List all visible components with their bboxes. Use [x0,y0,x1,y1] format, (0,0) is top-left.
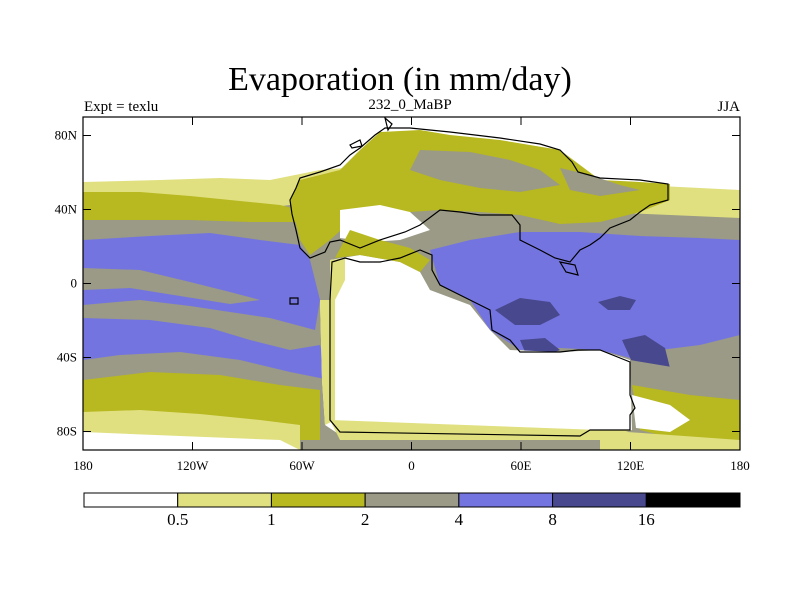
field-pangaea-south-coast [330,420,632,440]
colorbar: 0.5 1 2 4 8 16 [83,492,741,529]
map-fields [83,117,740,450]
field-tethys-max-1 [495,298,560,325]
field-north-east-interior [560,168,640,196]
x-tick-label: 180 [73,458,93,473]
field-north-interior [410,150,560,192]
colorbar-swatch [177,492,272,508]
colorbar-label: 16 [638,510,655,529]
coast-pangaea-north [289,127,669,263]
field-tethys-max-2 [598,296,636,310]
colorbar-swatch [270,492,366,508]
chart-title: Evaporation (in mm/day) [228,61,572,98]
colorbar-label: 0.5 [167,510,188,529]
y-tick-label: 80N [55,128,78,143]
field-tropical-west-gap [83,268,260,304]
field-east-south-low [632,395,690,432]
field-tethys-ocean [430,232,740,358]
coast-island-4 [289,297,299,305]
field-pangaea-north [290,130,670,255]
experiment-label: Expt = texlu [84,99,159,115]
field-southern-west [83,318,330,380]
x-tick-label: 60E [511,458,532,473]
colorbar-swatch [552,492,647,508]
axis-ticks: 180 120W 60W 0 60E 120E 180 80N 40N 0 40S 80S [55,117,750,473]
x-tick-label: 120E [617,458,645,473]
field-antarctic-low [83,432,300,450]
field-north-desert [340,205,430,242]
x-tick-label: 180 [730,458,750,473]
y-tick-label: 40S [57,350,77,365]
colorbar-label: 8 [548,510,557,529]
coastlines [289,117,669,437]
colorbar-swatch [458,492,554,508]
colorbar-label: 4 [455,510,464,529]
field-tethys-west [335,230,430,272]
colorbar-label: 1 [267,510,276,529]
coast-island-3 [558,261,579,276]
field-pangaea-south [320,255,632,440]
y-tick-label: 40N [55,202,78,217]
time-period-label: 232_0_MaBP [368,97,452,113]
colorbar-label: 2 [361,510,370,529]
season-label: JJA [717,99,740,115]
colorbar-swatch [645,492,741,508]
x-tick-label: 0 [408,458,415,473]
colorbar-swatch [83,492,179,508]
colorbar-swatch [364,492,460,508]
y-tick-label: 0 [71,276,78,291]
x-tick-label: 60W [289,458,315,473]
coast-island-1 [349,139,363,149]
field-north-pacific [83,192,300,222]
coast-island-2 [384,117,393,132]
field-pangaea-west-coast [320,258,345,425]
field-tropical-west [83,233,320,330]
y-tick-label: 80S [57,424,77,439]
coast-pangaea-south [329,249,636,437]
x-tick-label: 120W [177,458,210,473]
field-east-pole-band [600,430,740,450]
